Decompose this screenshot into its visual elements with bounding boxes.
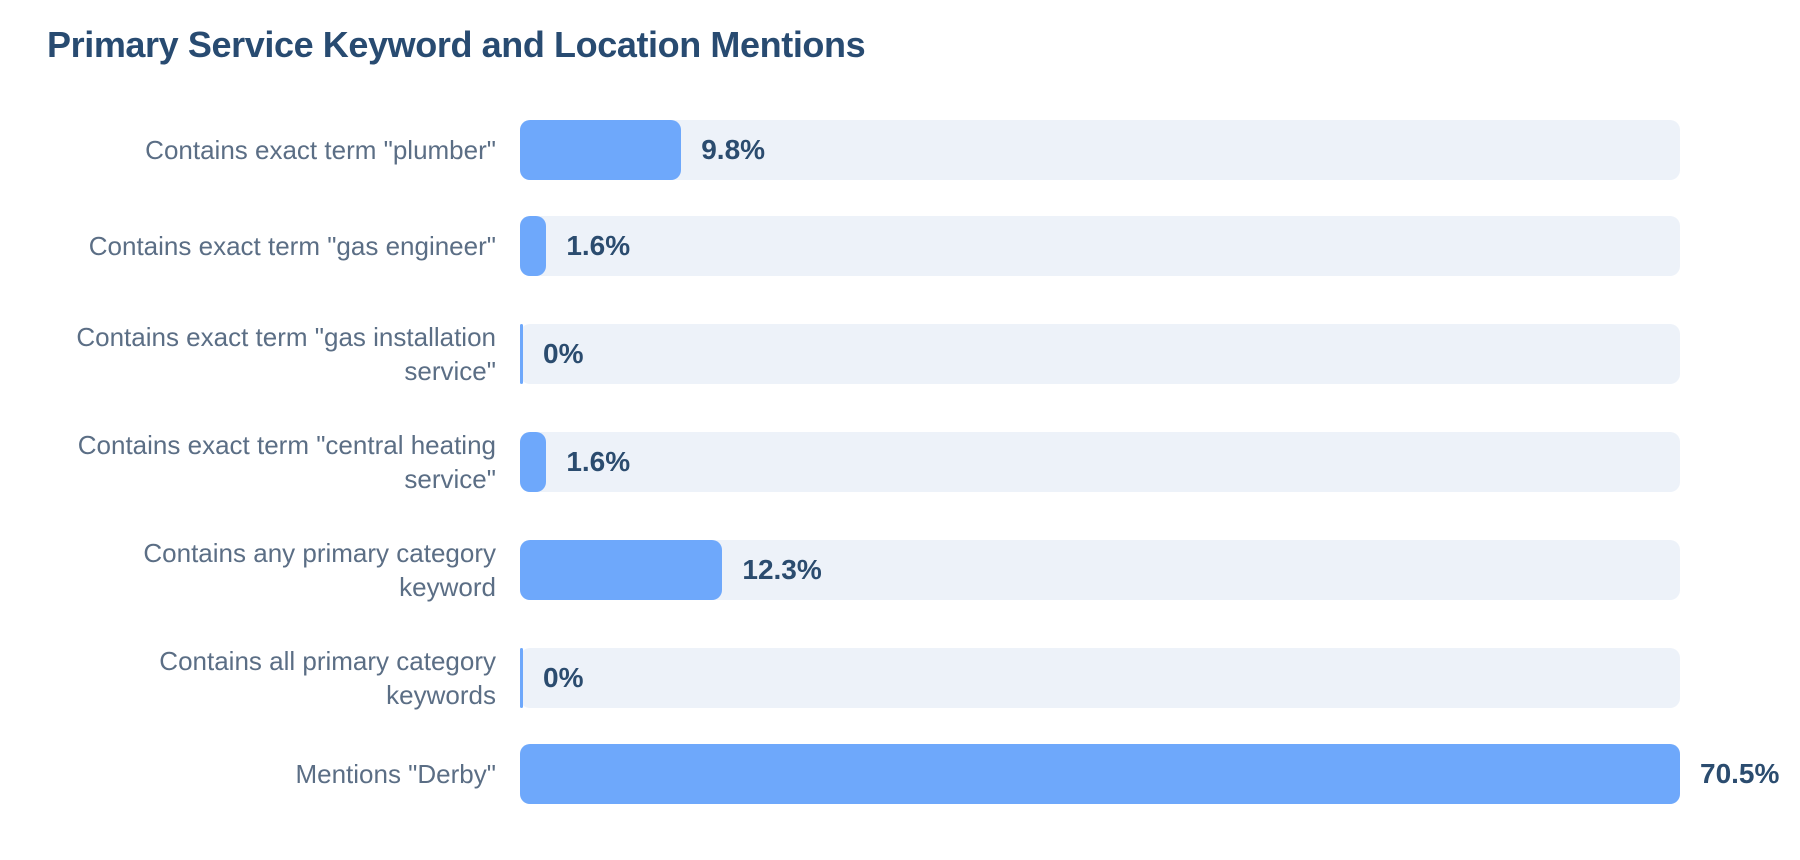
bar-track (520, 120, 1680, 180)
category-label: Mentions "Derby" (295, 759, 496, 789)
bar-track (520, 744, 1680, 804)
bar-track (520, 540, 1680, 600)
bar (520, 648, 523, 708)
bar (520, 120, 682, 180)
bar-row: Contains exact term "central heating ser… (0, 430, 1800, 494)
bar-row: Mentions "Derby" 70.5% (0, 744, 1800, 804)
value-label: 1.6% (566, 230, 631, 261)
value-label: 9.8% (701, 134, 766, 165)
category-label: Contains exact term "gas engineer" (88, 231, 496, 261)
value-label: 70.5% (1700, 758, 1780, 789)
bar-row: Contains exact term "plumber" 9.8% (0, 120, 1800, 180)
bar (520, 324, 523, 384)
bar-row: Contains all primary category keywords 0% (0, 646, 1800, 710)
category-label: Contains exact term "gas installation se… (76, 322, 496, 386)
bar (520, 216, 547, 276)
value-label: 1.6% (566, 446, 631, 477)
category-label: Contains exact term "central heating ser… (77, 430, 496, 494)
bar-track (520, 216, 1680, 276)
bar-row: Contains exact term "gas installation se… (0, 322, 1800, 386)
bar-track (520, 648, 1680, 708)
bar-row: Contains any primary category keyword 12.… (0, 538, 1800, 602)
value-label: 0% (543, 338, 584, 369)
bar (520, 540, 723, 600)
bar-track (520, 324, 1680, 384)
bar-track (520, 432, 1680, 492)
category-label: Contains all primary category keywords (159, 646, 496, 710)
category-label: Contains any primary category keyword (143, 538, 496, 602)
bar (520, 432, 547, 492)
value-label: 0% (543, 662, 584, 693)
bar (520, 744, 1680, 804)
category-label: Contains exact term "plumber" (145, 135, 496, 165)
value-label: 12.3% (742, 554, 822, 585)
chart-title: Primary Service Keyword and Location Men… (47, 24, 866, 65)
bar-row: Contains exact term "gas engineer" 1.6% (0, 216, 1800, 276)
